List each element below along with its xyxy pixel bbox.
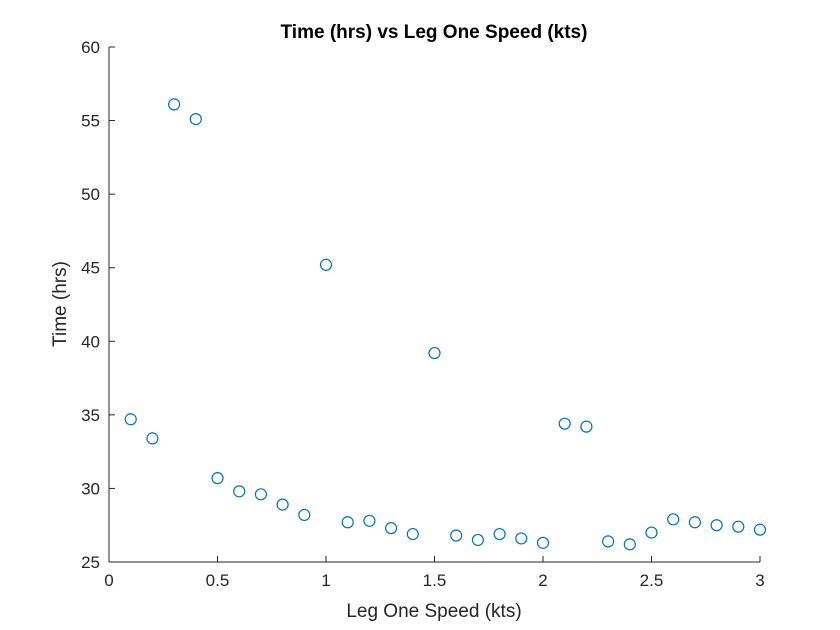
- data-point: [753, 523, 767, 536]
- data-point: [710, 519, 723, 532]
- data-point: [428, 346, 441, 360]
- x-tick-label: 1: [321, 571, 330, 590]
- y-tick-label: 55: [81, 112, 100, 131]
- y-axis-label: Time (hrs): [50, 261, 71, 347]
- data-point: [189, 112, 202, 126]
- x-tick-label: 1.5: [423, 571, 447, 590]
- y-tick-label: 40: [81, 332, 100, 351]
- x-tick-label: 0: [104, 571, 113, 590]
- data-point: [363, 514, 376, 527]
- data-point: [319, 258, 333, 271]
- data-point: [450, 529, 463, 542]
- y-tick-label: 35: [81, 406, 100, 425]
- data-point: [515, 532, 528, 545]
- data-point: [580, 420, 593, 433]
- data-point: [471, 533, 484, 547]
- data-point: [211, 472, 224, 485]
- data-point: [732, 520, 745, 533]
- y-tick-label: 45: [81, 259, 100, 278]
- x-axis-ticks: 0 0.5 1 1.5 2 2.5 3: [104, 556, 765, 590]
- y-tick-label: 30: [81, 479, 100, 498]
- chart-title: Time (hrs) vs Leg One Speed (kts): [281, 22, 588, 43]
- x-axis-label: Leg One Speed (kts): [346, 601, 521, 622]
- data-point: [645, 526, 658, 539]
- data-point: [276, 498, 289, 511]
- data-point: [341, 516, 354, 529]
- data-point: [536, 536, 550, 549]
- y-axis-ticks: 25 30 35 40 45 50 55 60: [81, 38, 115, 572]
- data-point: [688, 516, 702, 529]
- y-tick-label: 60: [81, 38, 100, 57]
- data-point: [493, 527, 506, 541]
- x-tick-label: 2.5: [640, 571, 664, 590]
- y-tick-label: 25: [81, 553, 100, 572]
- data-point: [667, 513, 680, 526]
- x-tick-label: 3: [755, 571, 764, 590]
- x-tick-label: 0.5: [206, 571, 230, 590]
- data-point: [233, 485, 246, 498]
- data-point: [385, 522, 398, 535]
- data-point: [168, 98, 181, 111]
- data-point: [623, 538, 636, 551]
- y-tick-label: 50: [81, 185, 100, 204]
- data-point: [558, 417, 571, 430]
- data-point: [124, 413, 137, 426]
- data-point: [254, 488, 267, 501]
- data-point: [601, 535, 615, 548]
- data-point: [146, 432, 159, 445]
- data-point: [298, 508, 311, 522]
- x-tick-label: 2: [538, 571, 547, 590]
- data-series: [124, 98, 767, 551]
- data-point: [406, 527, 419, 541]
